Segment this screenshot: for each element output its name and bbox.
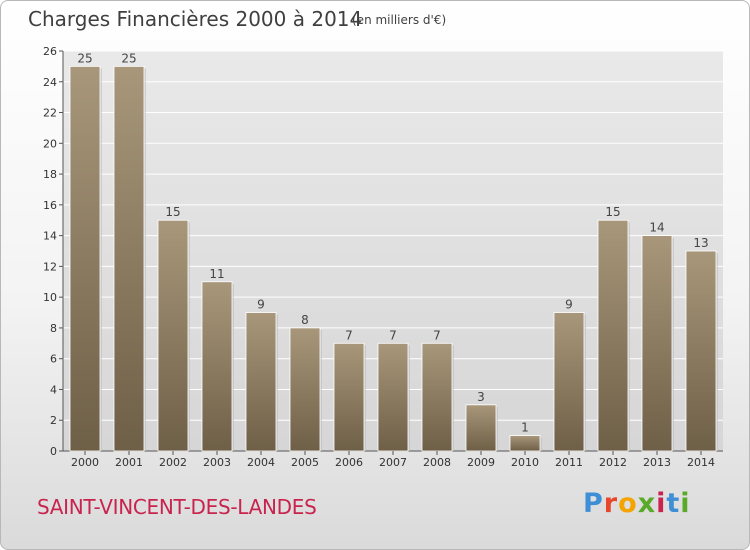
bar — [113, 65, 145, 452]
bar-value-label: 7 — [389, 328, 397, 342]
proxiti-logo[interactable]: Proxiti — [583, 488, 691, 519]
y-tick-label: 2 — [50, 414, 57, 427]
x-tick-label: 2001 — [115, 456, 143, 469]
bar-value-label: 13 — [693, 236, 708, 250]
bar — [465, 404, 497, 452]
x-tick-label: 2003 — [203, 456, 231, 469]
logo-letter: i — [656, 488, 667, 519]
logo-letter: P — [583, 488, 604, 519]
bar-value-label: 25 — [77, 51, 92, 65]
x-tick-label: 2002 — [159, 456, 187, 469]
y-tick-label: 16 — [43, 199, 57, 212]
bar-value-label: 11 — [209, 267, 224, 281]
logo-letter: r — [603, 488, 619, 519]
chart-title: Charges Financières 2000 à 2014 — [28, 7, 363, 31]
bar — [421, 342, 453, 452]
bar-value-label: 7 — [345, 328, 353, 342]
y-tick-label: 4 — [50, 383, 57, 396]
y-tick-label: 10 — [43, 291, 57, 304]
x-tick-label: 2012 — [599, 456, 627, 469]
y-tick-label: 12 — [43, 260, 57, 273]
x-tick-label: 2009 — [467, 456, 495, 469]
bar-value-label: 15 — [165, 205, 180, 219]
bar-value-label: 14 — [649, 221, 664, 235]
bar-value-label: 25 — [121, 51, 136, 65]
bar — [685, 250, 717, 452]
y-tick-label: 20 — [43, 137, 57, 150]
y-tick-label: 0 — [50, 445, 57, 458]
bar-value-label: 8 — [301, 313, 309, 327]
logo-letter: o — [618, 488, 638, 519]
town-name: SAINT-VINCENT-DES-LANDES — [37, 495, 317, 519]
y-tick-label: 8 — [50, 322, 57, 335]
bar — [553, 312, 585, 452]
x-tick-label: 2004 — [247, 456, 275, 469]
bar-value-label: 1 — [521, 421, 529, 435]
y-tick-label: 6 — [50, 353, 57, 366]
bar-value-label: 9 — [565, 298, 573, 312]
bar-value-label: 15 — [605, 205, 620, 219]
y-tick-label: 18 — [43, 168, 57, 181]
x-tick-label: 2006 — [335, 456, 363, 469]
bar — [597, 219, 629, 452]
y-tick-label: 14 — [43, 230, 57, 243]
bar — [289, 327, 321, 452]
logo-letter: t — [666, 488, 681, 519]
y-tick-label: 22 — [43, 107, 57, 120]
y-tick-label: 24 — [43, 76, 57, 89]
y-tick-label: 26 — [43, 45, 57, 58]
x-tick-label: 2008 — [423, 456, 451, 469]
logo-letter: x — [637, 488, 657, 519]
bar — [245, 312, 277, 452]
x-tick-label: 2000 — [71, 456, 99, 469]
bar — [201, 281, 233, 452]
bar-value-label: 7 — [433, 328, 441, 342]
x-tick-label: 2014 — [687, 456, 715, 469]
logo-letter: i — [680, 488, 691, 519]
bar — [157, 219, 189, 452]
x-tick-label: 2007 — [379, 456, 407, 469]
bar-value-label: 3 — [477, 390, 485, 404]
chart-unit-label: (en milliers d'€) — [352, 13, 447, 27]
bar-value-label: 9 — [257, 298, 265, 312]
bar — [509, 435, 541, 452]
bar — [69, 65, 101, 452]
bar — [333, 342, 365, 452]
x-tick-label: 2010 — [511, 456, 539, 469]
bar — [377, 342, 409, 452]
bar — [641, 235, 673, 452]
x-tick-label: 2013 — [643, 456, 671, 469]
x-tick-label: 2005 — [291, 456, 319, 469]
x-tick-label: 2011 — [555, 456, 583, 469]
